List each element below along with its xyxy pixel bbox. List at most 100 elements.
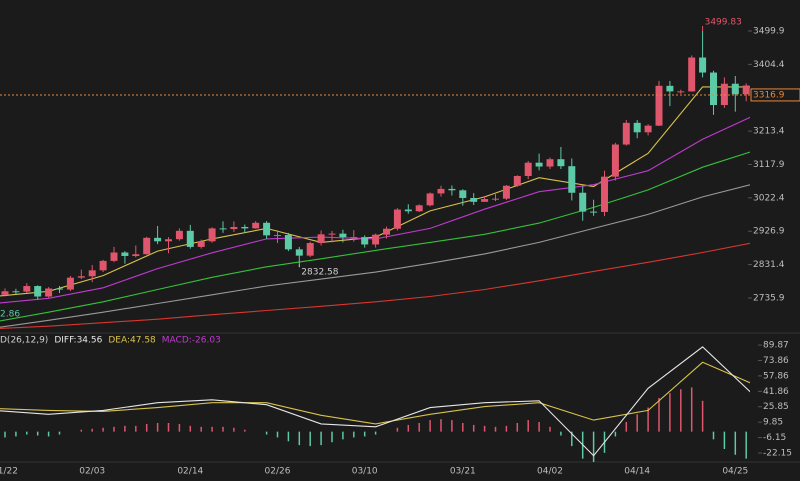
candle-body bbox=[731, 83, 739, 95]
candle-body bbox=[677, 91, 685, 93]
candle-body bbox=[143, 237, 151, 255]
candle-body bbox=[622, 122, 630, 145]
candle-body bbox=[350, 237, 358, 239]
candle-body bbox=[208, 228, 216, 242]
candle-body bbox=[154, 237, 162, 242]
y-tick-label: 89.87 bbox=[763, 341, 789, 351]
candle-body bbox=[513, 175, 521, 186]
candle-body bbox=[666, 85, 674, 92]
candle-body bbox=[88, 270, 96, 277]
candle-body bbox=[611, 144, 619, 177]
candle-body bbox=[328, 233, 336, 235]
candle-body bbox=[492, 198, 499, 200]
diff-line bbox=[0, 346, 750, 457]
candle-body bbox=[263, 222, 271, 236]
annotation: 2832.58 bbox=[301, 268, 338, 278]
x-tick-label: 04/14 bbox=[624, 467, 650, 477]
candle-body bbox=[448, 188, 456, 191]
candle-body bbox=[339, 233, 347, 238]
candle-body bbox=[306, 243, 314, 256]
legend-item: D(26,12,9) bbox=[0, 336, 48, 346]
price-panel bbox=[0, 31, 750, 329]
candle-body bbox=[426, 193, 434, 206]
legend-item: DEA:47.58 bbox=[108, 336, 156, 346]
candle-body bbox=[317, 234, 325, 244]
legend-item: DIFF:34.56 bbox=[54, 336, 102, 346]
candle-body bbox=[655, 85, 663, 126]
candle-body bbox=[295, 249, 303, 256]
x-tick-label: 04/02 bbox=[537, 467, 563, 477]
candle-body bbox=[579, 192, 587, 212]
candle-body bbox=[404, 209, 412, 212]
y-tick-label: 9.85 bbox=[763, 418, 783, 428]
x-tick-label: 03/21 bbox=[450, 467, 476, 477]
candle-body bbox=[524, 162, 532, 176]
candle-body bbox=[132, 254, 140, 256]
candle-body bbox=[415, 205, 423, 212]
candle-body bbox=[361, 237, 369, 245]
candle-body bbox=[372, 234, 380, 245]
y-tick-label: 57.86 bbox=[763, 371, 789, 381]
candle-body bbox=[77, 276, 85, 278]
y-tick-label: 41.86 bbox=[763, 387, 789, 397]
candle-body bbox=[165, 239, 172, 242]
candle-body bbox=[688, 57, 696, 92]
y-tick-label: 2735.9 bbox=[753, 293, 785, 303]
candle-body bbox=[710, 72, 717, 106]
x-tick-label: 01/22 bbox=[0, 467, 18, 477]
candle-body bbox=[557, 159, 565, 167]
y-tick-label: 3022.4 bbox=[753, 193, 785, 203]
y-tick-label: 3404.4 bbox=[753, 60, 785, 70]
candle-body bbox=[502, 185, 510, 199]
candle-body bbox=[568, 166, 576, 193]
candle-body bbox=[219, 228, 227, 230]
y-tick-label: 3117.9 bbox=[753, 160, 785, 170]
candle-body bbox=[393, 209, 401, 229]
macd-panel bbox=[0, 346, 750, 462]
candle-body bbox=[110, 252, 118, 261]
candle-body bbox=[720, 83, 728, 106]
moving-average-line bbox=[0, 184, 750, 328]
candle-body bbox=[230, 226, 238, 230]
y-tick-label: 3499.9 bbox=[753, 26, 785, 36]
candle-body bbox=[284, 235, 292, 250]
candle-body bbox=[186, 230, 194, 247]
x-tick-label: 02/26 bbox=[265, 467, 291, 477]
candle-body bbox=[12, 291, 20, 293]
candle-body bbox=[742, 85, 750, 95]
candle-body bbox=[45, 288, 53, 297]
annotation: 2.86 bbox=[0, 310, 20, 320]
candle-body bbox=[1, 291, 9, 295]
y-tick-label: -22.15 bbox=[763, 448, 792, 458]
y-tick-label: 2926.9 bbox=[753, 227, 785, 237]
candle-body bbox=[23, 286, 31, 292]
candle-body bbox=[633, 122, 641, 133]
candle-body bbox=[470, 197, 478, 202]
candle-body bbox=[56, 288, 63, 290]
y-tick-label: 2831.4 bbox=[753, 260, 785, 270]
candle-body bbox=[535, 162, 543, 167]
candle-body bbox=[252, 222, 260, 229]
last-price-box bbox=[750, 88, 800, 102]
candle-body bbox=[175, 230, 183, 240]
legend-item: MACD:-26.03 bbox=[162, 336, 221, 346]
candle-body bbox=[699, 57, 707, 73]
candle-body bbox=[459, 190, 467, 198]
last-price-label: 3316.9 bbox=[753, 90, 785, 100]
y-tick-label: 25.85 bbox=[763, 402, 789, 412]
candle-body bbox=[546, 159, 554, 167]
candle-body bbox=[121, 252, 129, 256]
candle-body bbox=[99, 260, 107, 271]
dea-line bbox=[0, 361, 750, 425]
x-tick-label: 04/25 bbox=[722, 467, 748, 477]
candle-body bbox=[66, 277, 74, 290]
candle-body bbox=[644, 125, 652, 133]
candle-body bbox=[197, 241, 205, 247]
x-tick-label: 02/03 bbox=[79, 467, 105, 477]
x-tick-label: 03/10 bbox=[352, 467, 378, 477]
moving-average-line bbox=[0, 151, 750, 322]
moving-average-line bbox=[0, 242, 750, 329]
candle-body bbox=[383, 228, 390, 235]
